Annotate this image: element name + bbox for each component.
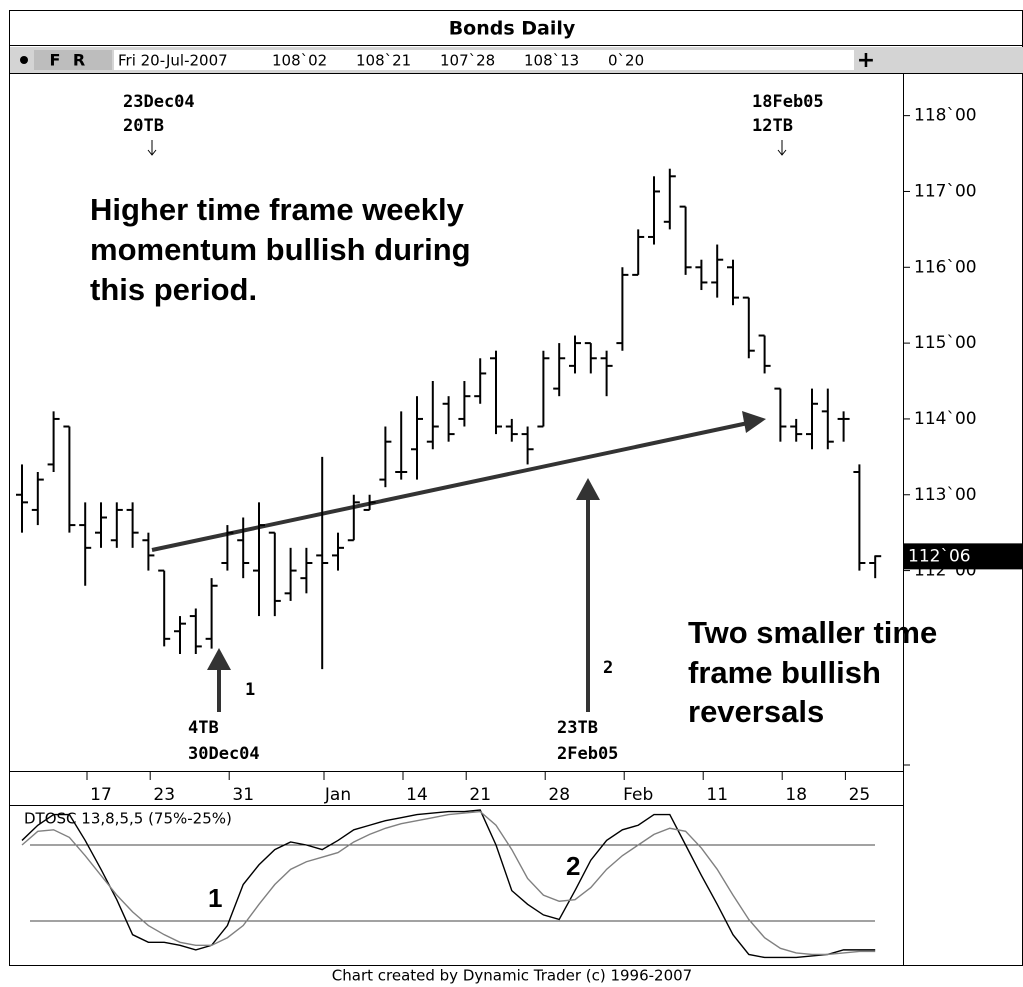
annotation: momentum bullish during [90, 232, 471, 267]
x-tick-label: 14 [406, 785, 428, 805]
down-arrow [777, 140, 787, 156]
x-tick-label: 31 [232, 785, 254, 805]
y-tick-label: 117`00 [914, 181, 977, 201]
x-tick-label: 18 [785, 785, 807, 805]
button[interactable]: R [73, 51, 85, 70]
quote-value: 107`28 [440, 52, 495, 70]
annotation: 12TB [752, 116, 793, 136]
arrows [151, 411, 766, 712]
annotation: frame bullish [688, 655, 881, 690]
annotation: Higher time frame weekly [90, 192, 465, 227]
trend-arrow [151, 421, 749, 552]
footer: Chart created by Dynamic Trader (c) 1996… [332, 967, 692, 985]
annotation: 1 [245, 680, 255, 700]
x-tick-label: Jan [324, 785, 351, 805]
y-tick-label: 113`00 [914, 485, 977, 505]
panel-title: DTOSC 13,8,5,5 (75%-25%) [24, 810, 232, 828]
quote-value: 108`02 [272, 52, 327, 70]
quote-date: Fri 20-Jul-2007 [118, 52, 228, 70]
quote-value: 108`21 [356, 52, 411, 70]
y-tick-label: 116`00 [914, 257, 977, 277]
annotation: 2Feb05 [557, 744, 618, 764]
arrow-head [742, 411, 766, 433]
annotation: reversals [688, 694, 824, 729]
small-arrows [147, 140, 787, 156]
x-tick-label: 23 [153, 785, 175, 805]
annotation: 2 [566, 851, 580, 881]
y-tick-label: 115`00 [914, 333, 977, 353]
title: Bonds Daily [449, 18, 576, 40]
annotation: Two smaller time [688, 615, 937, 650]
arrow-head [207, 648, 231, 670]
frame [9, 10, 1023, 966]
button[interactable]: F [50, 51, 61, 70]
x-tick-label: Feb [623, 785, 653, 805]
button-group [34, 50, 112, 70]
y-tick-label: 118`00 [914, 106, 977, 126]
quote-value: 108`13 [524, 52, 579, 70]
last-price-label: 112`06 [908, 546, 971, 566]
annotation: 20TB [123, 116, 164, 136]
annotation: 1 [208, 883, 222, 913]
down-arrow [147, 140, 157, 156]
x-tick-label: 17 [90, 785, 112, 805]
y-tick-label: 114`00 [914, 409, 977, 429]
x-tick-label: 28 [548, 785, 570, 805]
x-tick-label: 11 [706, 785, 728, 805]
bars [16, 168, 882, 670]
annotation: 23Dec04 [123, 92, 195, 112]
toolbar-dot [20, 56, 28, 64]
osc-line [21, 809, 876, 959]
plus-button[interactable]: + [857, 48, 875, 73]
annotation: 18Feb05 [752, 92, 824, 112]
quote-box [114, 50, 854, 70]
arrow-head [576, 478, 600, 500]
annotation: 23TB [557, 718, 598, 738]
annotation: 30Dec04 [188, 744, 260, 764]
x-tick-label: 25 [849, 785, 871, 805]
x-tick-label: 21 [469, 785, 491, 805]
last-price-box [904, 543, 1023, 570]
osc-line [21, 810, 876, 956]
annotation: 4TB [188, 718, 219, 738]
annotation: this period. [90, 272, 257, 307]
annotation: 2 [603, 658, 613, 678]
quote-value: 0`20 [608, 52, 644, 70]
